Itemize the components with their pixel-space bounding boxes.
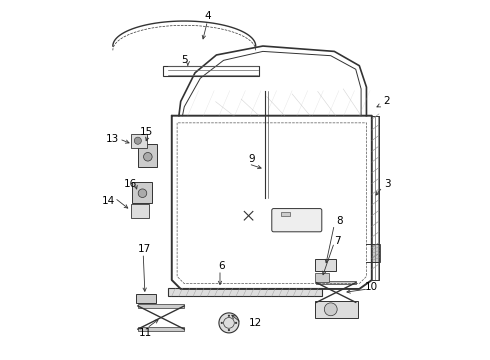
Bar xyxy=(372,244,380,262)
Text: 7: 7 xyxy=(335,236,341,246)
Text: 11: 11 xyxy=(138,328,151,338)
Bar xyxy=(131,204,148,217)
Bar xyxy=(168,288,322,296)
Bar xyxy=(317,281,356,284)
Text: 3: 3 xyxy=(385,179,391,189)
Text: 8: 8 xyxy=(336,216,343,226)
Circle shape xyxy=(228,315,230,317)
Text: 2: 2 xyxy=(383,96,390,107)
Text: 9: 9 xyxy=(249,154,255,163)
Circle shape xyxy=(220,322,223,324)
Circle shape xyxy=(134,137,142,144)
Text: 14: 14 xyxy=(102,197,115,206)
Text: 5: 5 xyxy=(181,55,188,65)
Circle shape xyxy=(219,313,239,333)
Bar xyxy=(138,327,184,331)
Bar xyxy=(281,212,290,216)
Bar xyxy=(163,66,259,76)
Text: 15: 15 xyxy=(140,127,153,137)
Circle shape xyxy=(235,322,237,324)
Text: 17: 17 xyxy=(138,244,151,253)
Bar xyxy=(138,144,157,167)
Text: 6: 6 xyxy=(219,261,225,271)
Circle shape xyxy=(324,303,337,316)
Bar xyxy=(132,182,152,203)
Bar xyxy=(136,294,156,303)
Circle shape xyxy=(138,189,147,198)
Bar xyxy=(315,301,358,318)
Text: 16: 16 xyxy=(123,179,137,189)
Bar xyxy=(315,273,329,282)
Circle shape xyxy=(228,329,230,331)
Text: 4: 4 xyxy=(204,11,211,21)
Text: 10: 10 xyxy=(365,282,378,292)
Circle shape xyxy=(144,153,152,161)
Text: 12: 12 xyxy=(249,318,262,328)
Bar xyxy=(317,301,356,304)
Bar xyxy=(131,134,147,148)
FancyBboxPatch shape xyxy=(272,208,322,232)
Bar xyxy=(138,304,184,308)
Bar xyxy=(315,258,336,271)
Text: 13: 13 xyxy=(106,134,120,144)
